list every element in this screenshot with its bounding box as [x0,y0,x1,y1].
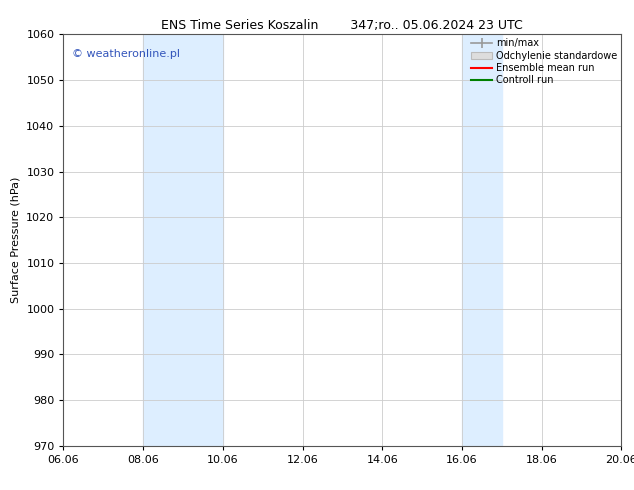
Title: ENS Time Series Koszalin        347;ro.. 05.06.2024 23 UTC: ENS Time Series Koszalin 347;ro.. 05.06.… [162,19,523,32]
Legend: min/max, Odchylenie standardowe, Ensemble mean run, Controll run: min/max, Odchylenie standardowe, Ensembl… [469,36,619,87]
Bar [462,34,501,446]
Text: © weatheronline.pl: © weatheronline.pl [72,49,180,59]
Y-axis label: Surface Pressure (hPa): Surface Pressure (hPa) [11,177,21,303]
Bar [143,34,223,446]
